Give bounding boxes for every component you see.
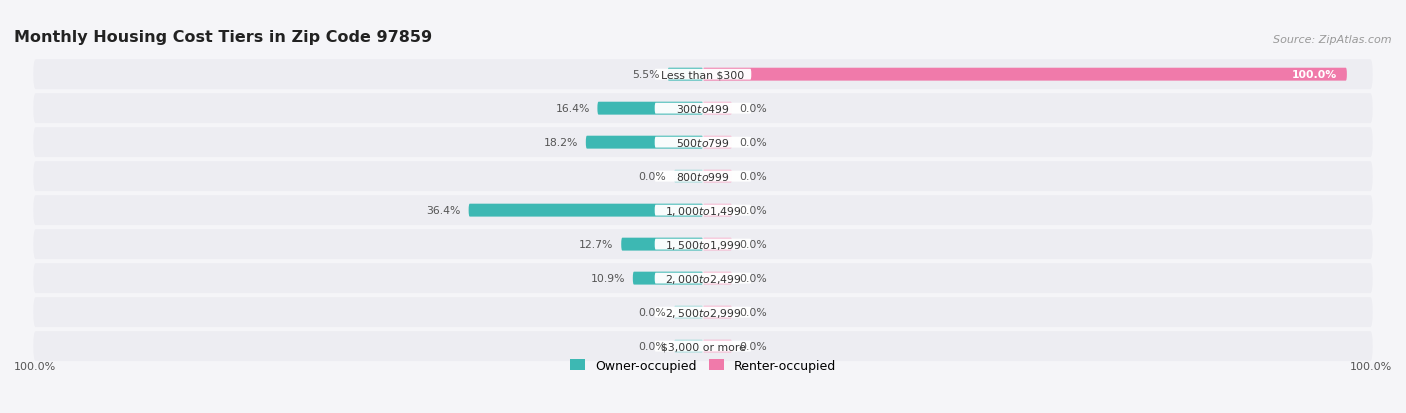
Text: 36.4%: 36.4% <box>426 206 461 216</box>
FancyBboxPatch shape <box>673 340 703 353</box>
FancyBboxPatch shape <box>703 340 733 353</box>
FancyBboxPatch shape <box>703 170 733 183</box>
FancyBboxPatch shape <box>468 204 703 217</box>
Text: 0.0%: 0.0% <box>638 307 666 317</box>
Text: 0.0%: 0.0% <box>740 206 768 216</box>
Text: $800 to $999: $800 to $999 <box>676 171 730 183</box>
FancyBboxPatch shape <box>703 306 733 319</box>
FancyBboxPatch shape <box>34 331 1372 361</box>
FancyBboxPatch shape <box>673 306 703 319</box>
Text: $3,000 or more: $3,000 or more <box>661 341 745 351</box>
Text: $1,000 to $1,499: $1,000 to $1,499 <box>665 204 741 217</box>
FancyBboxPatch shape <box>34 196 1372 225</box>
FancyBboxPatch shape <box>34 230 1372 259</box>
FancyBboxPatch shape <box>34 162 1372 192</box>
Text: 16.4%: 16.4% <box>555 104 589 114</box>
FancyBboxPatch shape <box>655 205 751 216</box>
Text: 0.0%: 0.0% <box>740 273 768 283</box>
Text: 100.0%: 100.0% <box>1292 70 1337 80</box>
FancyBboxPatch shape <box>34 128 1372 158</box>
Text: 5.5%: 5.5% <box>633 70 659 80</box>
Legend: Owner-occupied, Renter-occupied: Owner-occupied, Renter-occupied <box>569 359 837 372</box>
FancyBboxPatch shape <box>655 138 751 148</box>
Text: $2,500 to $2,999: $2,500 to $2,999 <box>665 306 741 319</box>
FancyBboxPatch shape <box>655 341 751 352</box>
Text: 0.0%: 0.0% <box>638 341 666 351</box>
FancyBboxPatch shape <box>633 272 703 285</box>
FancyBboxPatch shape <box>655 307 751 318</box>
Text: 0.0%: 0.0% <box>740 104 768 114</box>
FancyBboxPatch shape <box>34 263 1372 293</box>
FancyBboxPatch shape <box>703 204 733 217</box>
FancyBboxPatch shape <box>655 69 751 81</box>
FancyBboxPatch shape <box>703 102 733 115</box>
FancyBboxPatch shape <box>655 104 751 114</box>
FancyBboxPatch shape <box>34 60 1372 90</box>
Text: $2,000 to $2,499: $2,000 to $2,499 <box>665 272 741 285</box>
Text: 18.2%: 18.2% <box>544 138 578 148</box>
Text: 0.0%: 0.0% <box>740 307 768 317</box>
Text: $500 to $799: $500 to $799 <box>676 137 730 149</box>
FancyBboxPatch shape <box>668 69 703 81</box>
FancyBboxPatch shape <box>703 272 733 285</box>
FancyBboxPatch shape <box>598 102 703 115</box>
FancyBboxPatch shape <box>655 239 751 250</box>
FancyBboxPatch shape <box>673 170 703 183</box>
Text: 0.0%: 0.0% <box>740 172 768 182</box>
FancyBboxPatch shape <box>655 171 751 182</box>
Text: Monthly Housing Cost Tiers in Zip Code 97859: Monthly Housing Cost Tiers in Zip Code 9… <box>14 29 432 45</box>
Text: $1,500 to $1,999: $1,500 to $1,999 <box>665 238 741 251</box>
Text: 0.0%: 0.0% <box>740 341 768 351</box>
Text: 10.9%: 10.9% <box>591 273 626 283</box>
Text: 0.0%: 0.0% <box>638 172 666 182</box>
FancyBboxPatch shape <box>34 297 1372 327</box>
Text: 12.7%: 12.7% <box>579 240 613 249</box>
Text: 100.0%: 100.0% <box>14 361 56 371</box>
Text: Source: ZipAtlas.com: Source: ZipAtlas.com <box>1274 35 1392 45</box>
Text: 100.0%: 100.0% <box>1350 361 1392 371</box>
FancyBboxPatch shape <box>703 136 733 149</box>
FancyBboxPatch shape <box>703 69 1347 81</box>
FancyBboxPatch shape <box>34 94 1372 124</box>
FancyBboxPatch shape <box>655 273 751 284</box>
FancyBboxPatch shape <box>621 238 703 251</box>
Text: 0.0%: 0.0% <box>740 240 768 249</box>
Text: 0.0%: 0.0% <box>740 138 768 148</box>
Text: $300 to $499: $300 to $499 <box>676 103 730 115</box>
FancyBboxPatch shape <box>586 136 703 149</box>
Text: Less than $300: Less than $300 <box>661 70 745 80</box>
FancyBboxPatch shape <box>703 238 733 251</box>
